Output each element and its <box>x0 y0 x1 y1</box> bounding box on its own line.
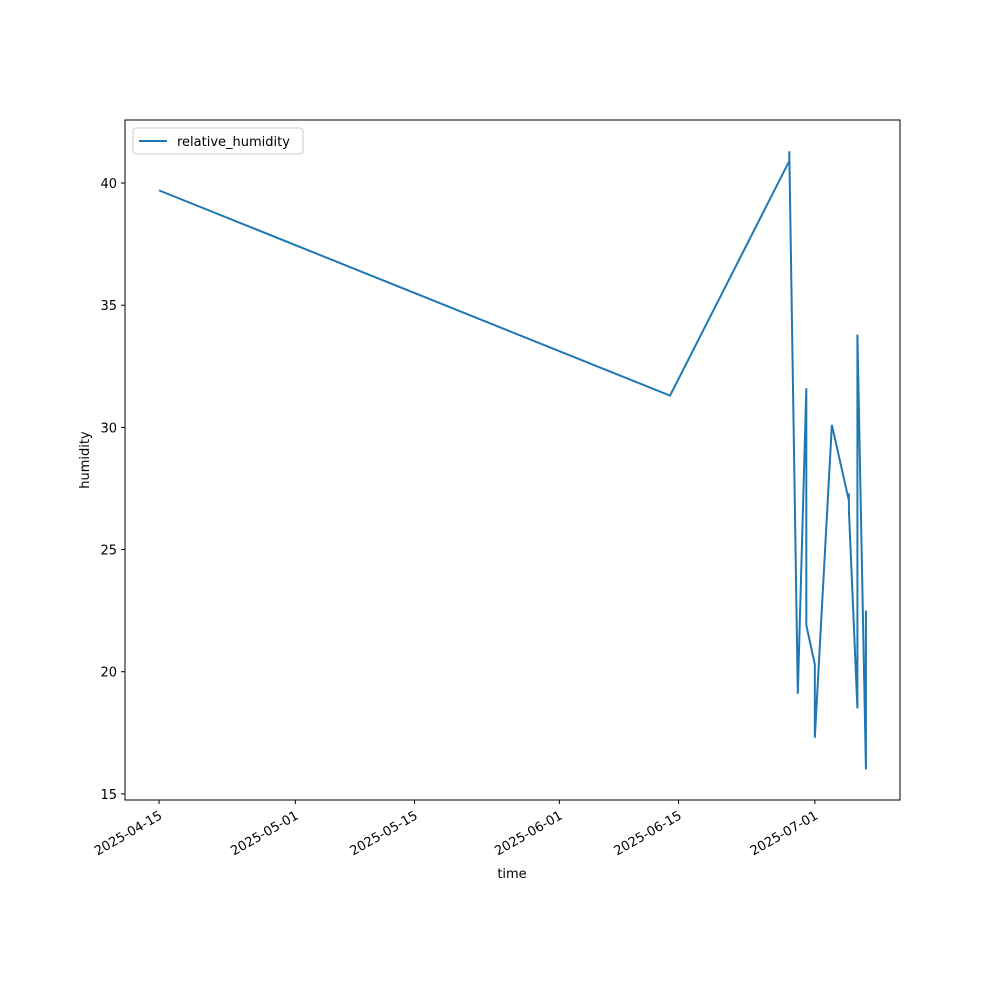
x-axis-label: time <box>497 867 526 882</box>
legend-label: relative_humidity <box>177 135 290 150</box>
y-tick-label: 15 <box>100 788 117 803</box>
y-tick-label: 30 <box>100 421 117 436</box>
x-tick-label: 2025-04-15 <box>92 808 165 859</box>
legend-box <box>132 127 304 155</box>
x-tick-label: 2025-06-01 <box>492 808 565 859</box>
x-tick-label: 2025-06-15 <box>612 808 685 859</box>
line <box>158 151 867 770</box>
x-tick-label: 2025-05-01 <box>228 808 301 859</box>
x-tick-label: 2025-05-15 <box>348 808 421 859</box>
x-tick-label: 2025-07-01 <box>748 808 821 859</box>
y-tick-label: 35 <box>100 299 117 314</box>
plot-frame <box>124 119 901 801</box>
y-tick-label: 25 <box>100 544 117 559</box>
y-axis-label: humidity <box>78 431 93 489</box>
y-tick-label: 20 <box>100 666 117 681</box>
y-tick-label: 40 <box>100 177 117 192</box>
